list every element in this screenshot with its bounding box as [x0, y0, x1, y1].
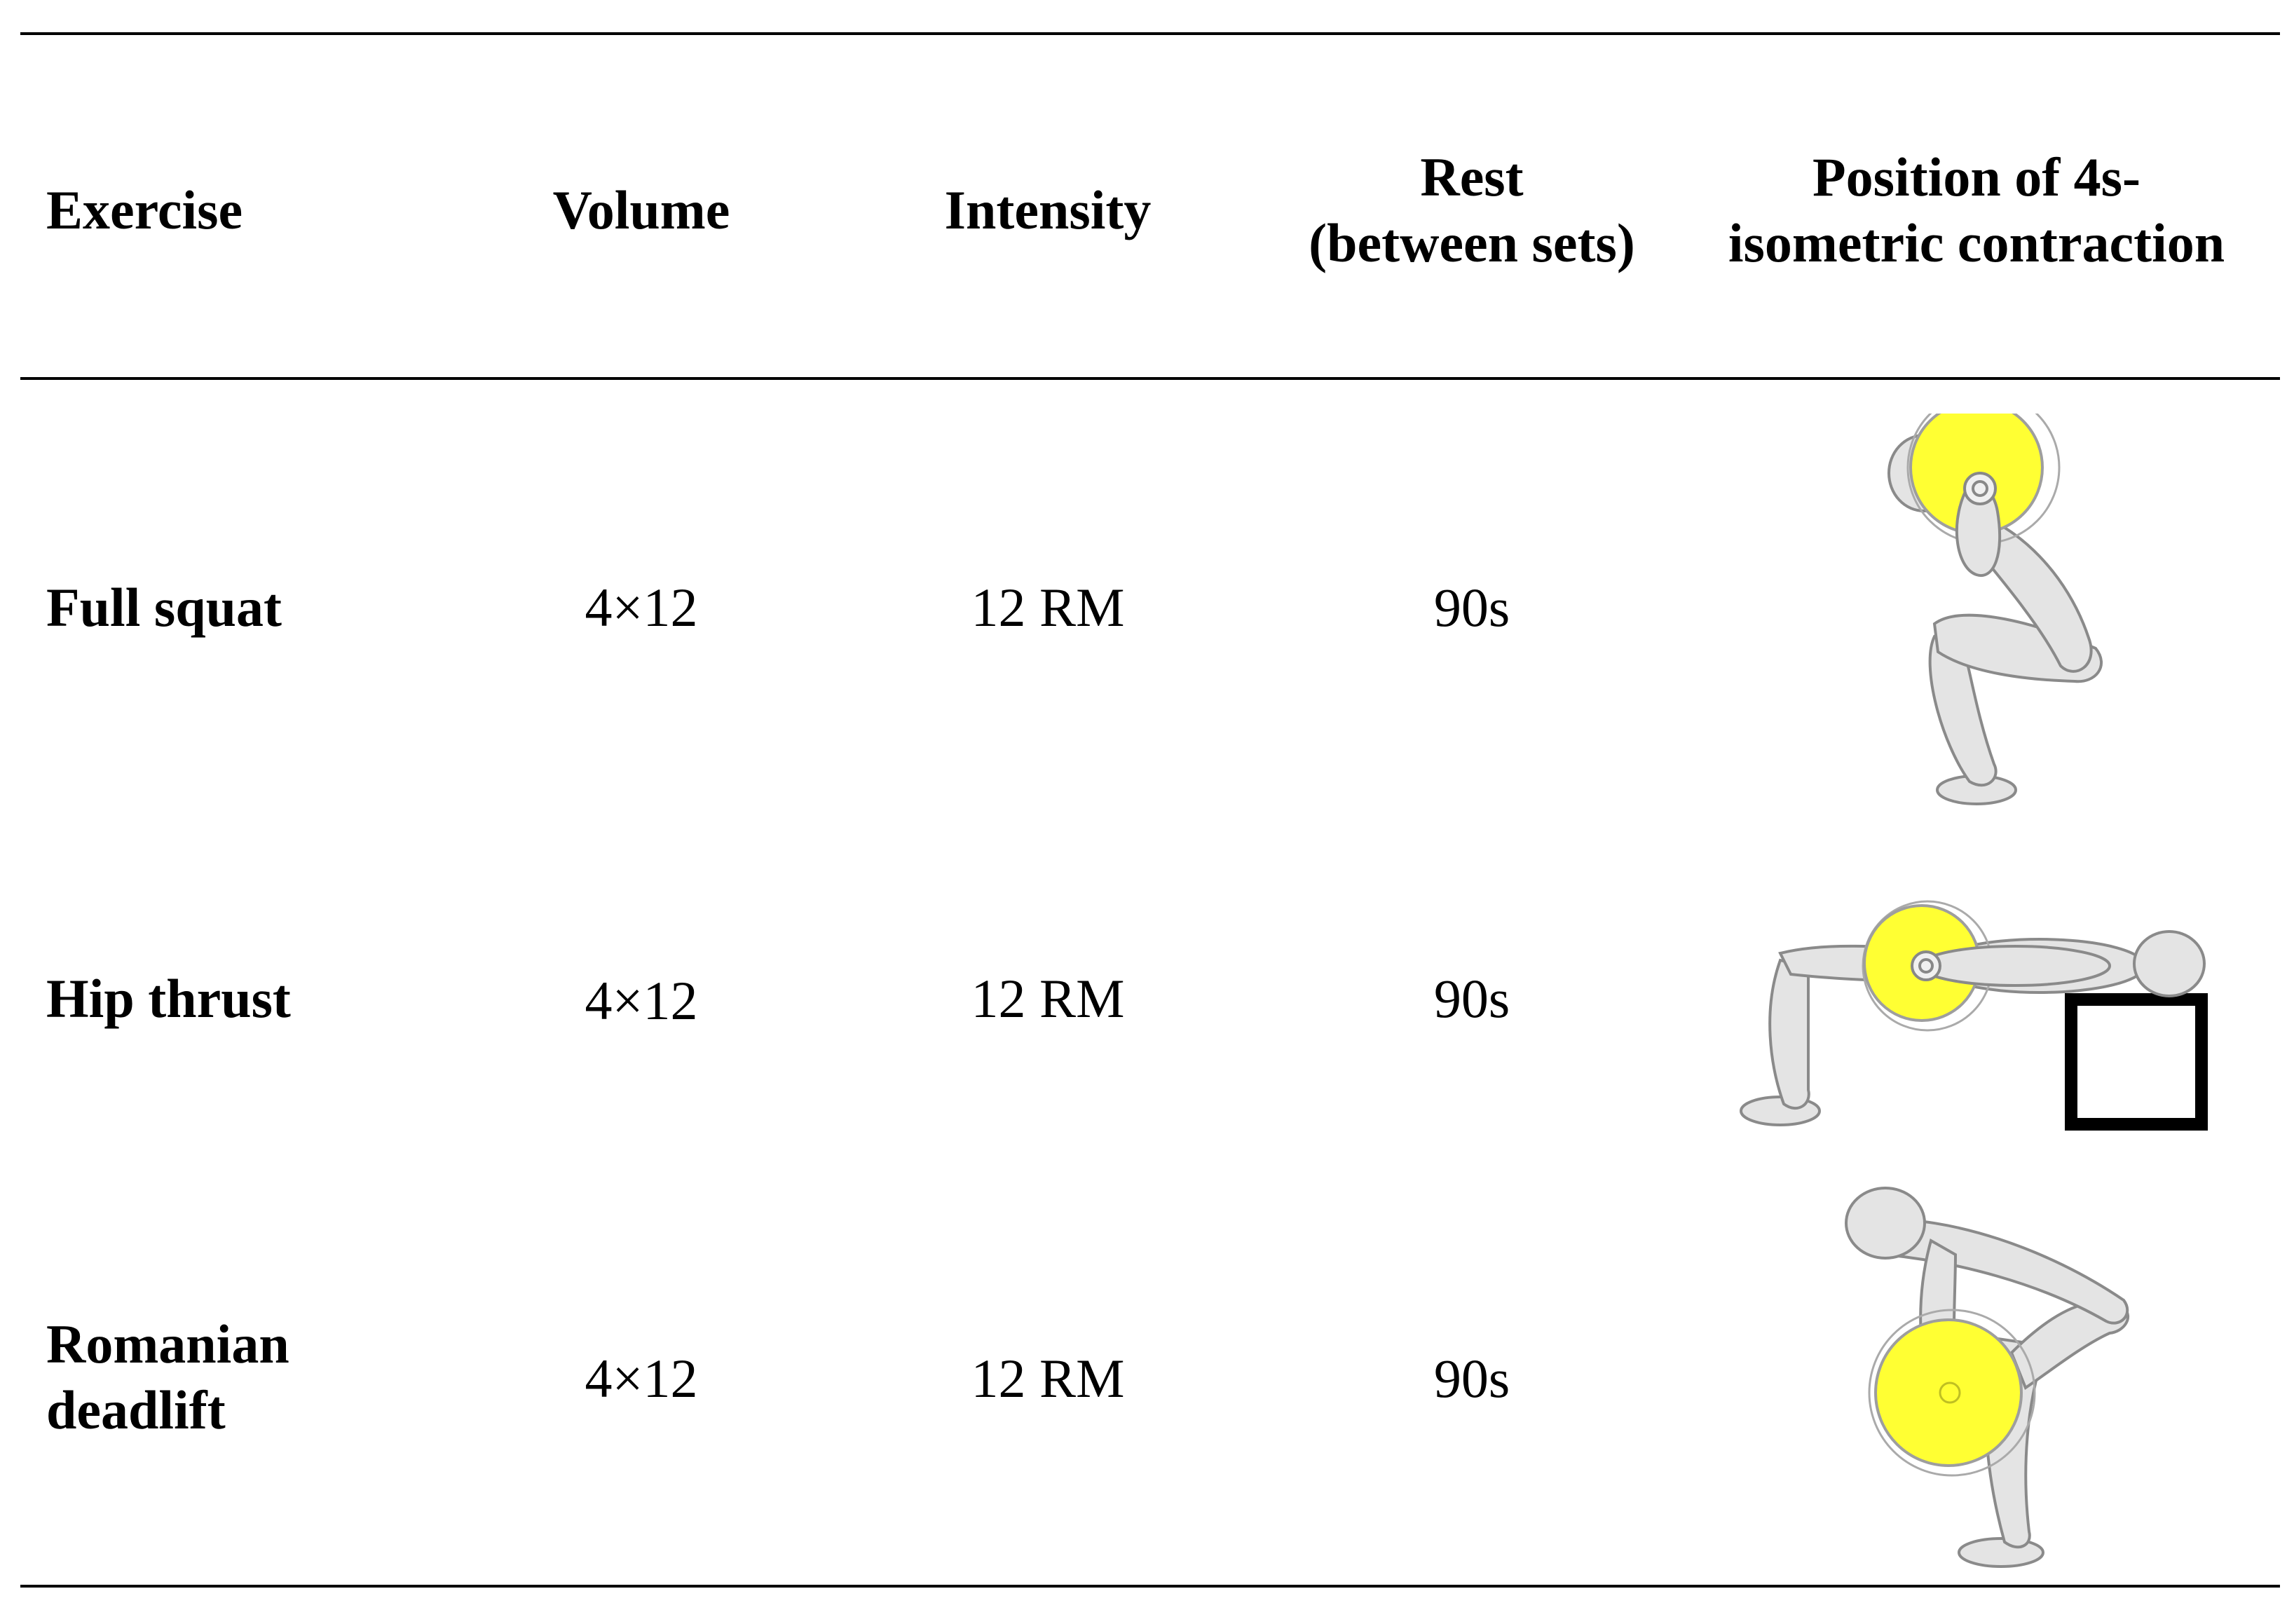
table-bottom-rule — [20, 1585, 2280, 1588]
table-top-rule — [20, 32, 2280, 35]
header-rest: Rest (between sets) — [1262, 140, 1682, 280]
header-volume: Volume — [552, 179, 730, 240]
romanian-deadlift-figure — [1845, 1187, 2129, 1568]
header-intensity: Intensity — [944, 179, 1152, 240]
intensity-value: 12 RM — [971, 1348, 1125, 1409]
header-position-line1: Position of 4s- — [1812, 146, 2141, 207]
bench-shape — [2065, 993, 2208, 1131]
volume-value: 4×12 — [585, 1348, 698, 1409]
rest-value: 90s — [1433, 577, 1510, 638]
hip-thrust-figure — [1740, 900, 2208, 1131]
header-rest-line1: Rest — [1420, 146, 1524, 207]
volume-value: 4×12 — [585, 970, 698, 1031]
exercise-name-line2: deadlift — [46, 1379, 226, 1440]
header-exercise: Exercise — [46, 179, 243, 240]
intensity-value: 12 RM — [971, 577, 1125, 638]
header-position-line2: isometric contraction — [1728, 212, 2225, 273]
header-position: Position of 4s- isometric contraction — [1696, 140, 2257, 280]
header-rest-line2: (between sets) — [1309, 212, 1635, 273]
rest-value: 90s — [1433, 968, 1510, 1029]
exercise-name: Hip thrust — [46, 968, 291, 1029]
exercise-name: Romanian deadlift — [46, 1311, 439, 1444]
exercise-name-line1: Romanian — [46, 1313, 289, 1374]
intensity-value: 12 RM — [971, 968, 1125, 1029]
volume-value: 4×12 — [585, 577, 698, 638]
full-squat-figure — [1887, 414, 2103, 805]
exercise-name: Full squat — [46, 577, 282, 638]
rest-value: 90s — [1433, 1348, 1510, 1409]
header-bottom-rule — [20, 377, 2280, 380]
